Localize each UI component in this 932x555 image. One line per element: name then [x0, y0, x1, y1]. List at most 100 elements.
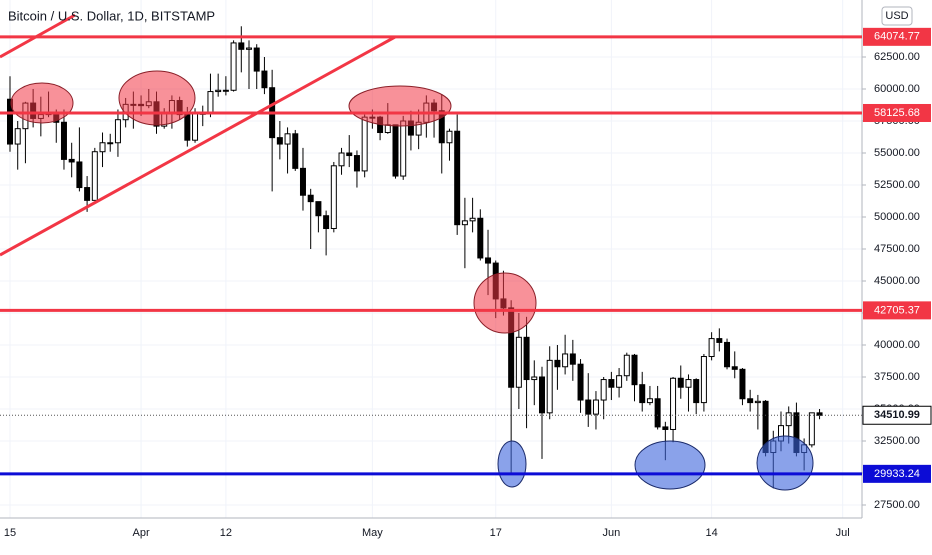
- candle-body: [99, 142, 106, 153]
- candle-body: [76, 161, 83, 189]
- candle-body: [631, 354, 638, 386]
- level-box: [863, 103, 931, 122]
- candle-body: [585, 399, 592, 415]
- candle-body: [14, 128, 21, 145]
- candle-body: [670, 377, 677, 430]
- y-tick-label: 60000.00: [874, 83, 920, 95]
- candle-body: [515, 336, 522, 388]
- currency-box[interactable]: [881, 6, 913, 26]
- candle-body: [477, 217, 484, 259]
- candle-body: [330, 165, 337, 230]
- candle-body: [654, 398, 661, 428]
- candle-body: [307, 194, 314, 203]
- candles: [7, 26, 823, 489]
- candle-body: [546, 359, 553, 414]
- candle-body: [276, 137, 283, 145]
- candle-body: [554, 359, 561, 368]
- candle-body: [485, 257, 492, 264]
- candle-body: [353, 155, 360, 172]
- candle-body: [107, 142, 114, 145]
- y-tick-label: 47500.00: [874, 243, 920, 255]
- candle-body: [284, 133, 291, 145]
- candle-body: [562, 353, 569, 368]
- candle-body: [114, 119, 121, 144]
- candle-body: [623, 354, 630, 377]
- candle-body: [523, 336, 530, 381]
- highlight-ellipse: [10, 82, 74, 124]
- candle-body: [91, 151, 98, 201]
- candle-body: [569, 353, 576, 365]
- candle-body: [238, 42, 245, 50]
- candle-body: [739, 368, 746, 400]
- currency-label[interactable]: USD: [885, 10, 908, 22]
- chart-title: Bitcoin / U.S. Dollar, 1D, BITSTAMP: [8, 8, 215, 23]
- candle-body: [246, 47, 253, 50]
- candle-body: [538, 376, 545, 414]
- y-tick-label: 37500.00: [874, 371, 920, 383]
- highlight-ellipse: [756, 435, 814, 491]
- candle-body: [639, 384, 646, 404]
- x-tick-label: May: [362, 527, 383, 539]
- highlight-ellipse: [348, 85, 452, 127]
- candle-body: [446, 130, 453, 144]
- x-tick-label: 15: [4, 527, 16, 539]
- candle-body: [299, 167, 306, 196]
- candle-body: [222, 89, 229, 92]
- candle-body: [646, 398, 653, 404]
- price-axis: [862, 0, 932, 550]
- level-box: [863, 464, 931, 483]
- level-box: [863, 301, 931, 320]
- candle-body: [292, 133, 299, 169]
- x-tick-label: 12: [220, 527, 232, 539]
- candle-body: [608, 379, 615, 388]
- candle-body: [577, 363, 584, 401]
- highlight-ellipse: [473, 272, 537, 334]
- candle-body: [338, 152, 345, 167]
- y-tick-label: 50000.00: [874, 211, 920, 223]
- level-label: 64074.77: [874, 31, 920, 43]
- trend-line: [0, 35, 396, 257]
- level-label: 58125.68: [874, 107, 920, 119]
- candle-body: [531, 376, 538, 381]
- x-tick-label: Jun: [603, 527, 621, 539]
- candle-body: [461, 220, 468, 226]
- candle-body: [68, 158, 75, 163]
- highlight-ellipse: [497, 440, 527, 488]
- candle-body: [215, 89, 222, 93]
- candle-body: [84, 187, 91, 201]
- candle-body: [693, 379, 700, 404]
- level-label: 29933.24: [874, 468, 920, 480]
- levels: 34510.99 64074.77 58125.68 42705.37 29933.24: [0, 27, 932, 483]
- candle-body: [677, 377, 684, 388]
- x-tick-label: Apr: [133, 527, 150, 539]
- highlight-ellipse: [118, 70, 196, 126]
- y-tick-label: 27500.00: [874, 499, 920, 511]
- y-tick-label: 52500.00: [874, 179, 920, 191]
- candle-body: [60, 121, 67, 160]
- candle-body: [184, 114, 191, 141]
- candle-body: [192, 112, 199, 141]
- candle-body: [346, 152, 353, 157]
- candle-body: [731, 366, 738, 370]
- candle-body: [323, 215, 330, 230]
- last-price-box: [862, 405, 932, 425]
- candle-body: [785, 412, 792, 427]
- candle-body: [400, 120, 407, 177]
- last-price-label: 34510.99: [874, 409, 920, 421]
- x-tick-label: Jul: [836, 527, 850, 539]
- candle-body: [808, 412, 815, 446]
- y-tick-label: 62500.00: [874, 51, 920, 63]
- candle-body: [392, 124, 399, 177]
- candle-body: [616, 375, 623, 388]
- candle-body: [708, 338, 715, 358]
- grid: [0, 0, 862, 518]
- highlight-ellipse: [634, 440, 706, 490]
- candle-body: [724, 341, 731, 368]
- candle-body: [315, 201, 322, 217]
- x-tick-label: 14: [705, 527, 717, 539]
- drawings: [0, 13, 814, 491]
- level-box: [863, 27, 931, 46]
- candle-body: [361, 116, 368, 172]
- candle-body: [469, 217, 476, 222]
